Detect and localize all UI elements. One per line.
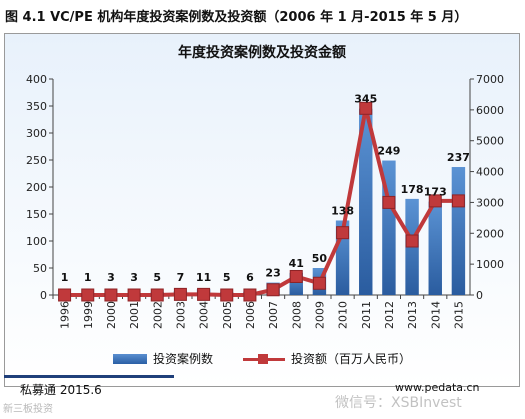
line-point-marker xyxy=(197,287,211,301)
investment-amount-line xyxy=(64,106,459,297)
bar-value-label: 7 xyxy=(177,271,185,284)
footer-rule xyxy=(4,375,174,378)
left-tick-label: 200 xyxy=(26,181,47,194)
left-tick-label: 350 xyxy=(26,100,47,113)
line-point-marker xyxy=(127,288,141,302)
legend-line-label: 投资额（百万人民币） xyxy=(291,352,412,366)
x-tick-label: 2012 xyxy=(383,301,396,329)
right-tick-label: 6000 xyxy=(476,104,504,117)
bar-value-label: 1 xyxy=(84,271,92,284)
bar xyxy=(359,108,373,295)
bar-value-label: 237 xyxy=(447,151,470,164)
right-tick-label: 4000 xyxy=(476,166,504,179)
line-point-marker xyxy=(312,276,326,290)
bar-value-label: 41 xyxy=(289,257,304,270)
bar xyxy=(428,201,442,295)
line-point-marker xyxy=(382,195,396,209)
bar-value-label: 23 xyxy=(265,267,280,280)
bar-value-label: 5 xyxy=(153,271,161,284)
bar-line-chart: 0501001502002503003504000100020003000400… xyxy=(26,73,504,329)
bar-value-label: 1 xyxy=(61,271,69,284)
line-point-marker xyxy=(359,101,373,115)
x-tick-label: 2009 xyxy=(313,301,326,329)
x-tick-label: 2004 xyxy=(198,301,211,329)
bar-value-label: 6 xyxy=(246,271,254,284)
bar xyxy=(451,167,466,295)
x-tick-label: 2015 xyxy=(452,301,465,329)
legend-line-swatch xyxy=(243,353,285,364)
left-tick-label: 400 xyxy=(26,73,47,86)
bar-value-label: 50 xyxy=(312,252,328,265)
line-point-marker xyxy=(405,234,419,248)
chart-frame: 年度投资案例数及投资金额 0 50 100 150 200 250 300 350 400 0 10… xyxy=(4,33,520,387)
left-tick-label: 150 xyxy=(26,208,47,221)
right-tick-label: 7000 xyxy=(476,73,504,86)
line-point-marker xyxy=(173,287,187,301)
right-tick-label: 2000 xyxy=(476,227,504,240)
line-point-marker xyxy=(58,288,72,302)
bar-value-label: 345 xyxy=(354,93,377,106)
legend-bar-swatch xyxy=(113,353,147,364)
left-tick-label: 100 xyxy=(26,235,47,248)
bar-value-label: 3 xyxy=(130,271,138,284)
right-tick-label: 5000 xyxy=(476,135,504,148)
line-point-marker xyxy=(81,288,95,302)
x-tick-label: 2010 xyxy=(337,301,350,329)
bar-value-label: 5 xyxy=(223,271,231,284)
x-tick-label: 2007 xyxy=(267,301,280,329)
source-note: 私募通 2015.6 xyxy=(20,383,102,397)
line-point-marker xyxy=(266,283,280,297)
figure-caption: 图 4.1 VC/PE 机构年度投资案例数及投资额（2006 年 1 月-201… xyxy=(5,10,468,25)
right-tick-label: 0 xyxy=(476,289,483,302)
right-tick-label: 1000 xyxy=(476,258,504,271)
corner-watermark: 新三板投资 xyxy=(3,404,53,415)
legend-item-bars: 投资案例数 xyxy=(113,350,213,367)
x-tick-label: 2006 xyxy=(244,301,257,329)
legend-bar-label: 投资案例数 xyxy=(153,352,214,366)
left-tick-label: 50 xyxy=(33,262,47,275)
bar-value-label: 173 xyxy=(424,186,447,199)
x-tick-label: 1996 xyxy=(59,301,72,329)
line-point-marker xyxy=(104,288,118,302)
x-tick-label: 2000 xyxy=(105,301,118,329)
legend-item-line: 投资额（百万人民币） xyxy=(243,350,411,367)
x-tick-label: 2003 xyxy=(174,301,187,329)
x-tick-label: 1999 xyxy=(82,301,95,329)
wechat-watermark: 微信号：XSBInvest xyxy=(335,395,462,411)
bar-value-label: 178 xyxy=(401,183,424,196)
source-website: www.pedata.cn xyxy=(395,381,480,394)
bar-value-label: 138 xyxy=(331,204,354,217)
chart-title: 年度投资案例数及投资金额 xyxy=(178,45,346,61)
line-point-marker xyxy=(336,226,350,240)
x-tick-label: 2014 xyxy=(429,301,442,329)
left-tick-label: 0 xyxy=(40,289,47,302)
line-point-marker xyxy=(220,288,234,302)
left-tick-label: 250 xyxy=(26,154,47,167)
bar-value-label: 3 xyxy=(107,271,115,284)
x-tick-label: 2001 xyxy=(128,301,141,329)
bar-value-label: 11 xyxy=(196,271,211,284)
line-point-marker xyxy=(451,194,465,208)
left-tick-label: 300 xyxy=(26,127,47,140)
right-tick-label: 3000 xyxy=(476,196,504,209)
line-point-marker xyxy=(243,288,257,302)
x-tick-label: 2008 xyxy=(290,301,303,329)
line-point-marker xyxy=(428,194,442,208)
x-tick-label: 2011 xyxy=(360,301,373,329)
x-tick-label: 2005 xyxy=(221,301,234,329)
bar-value-label: 249 xyxy=(377,145,400,158)
x-tick-label: 2013 xyxy=(406,301,419,329)
line-point-marker xyxy=(289,269,303,283)
x-tick-label: 2002 xyxy=(151,301,164,329)
line-point-marker xyxy=(150,288,164,302)
